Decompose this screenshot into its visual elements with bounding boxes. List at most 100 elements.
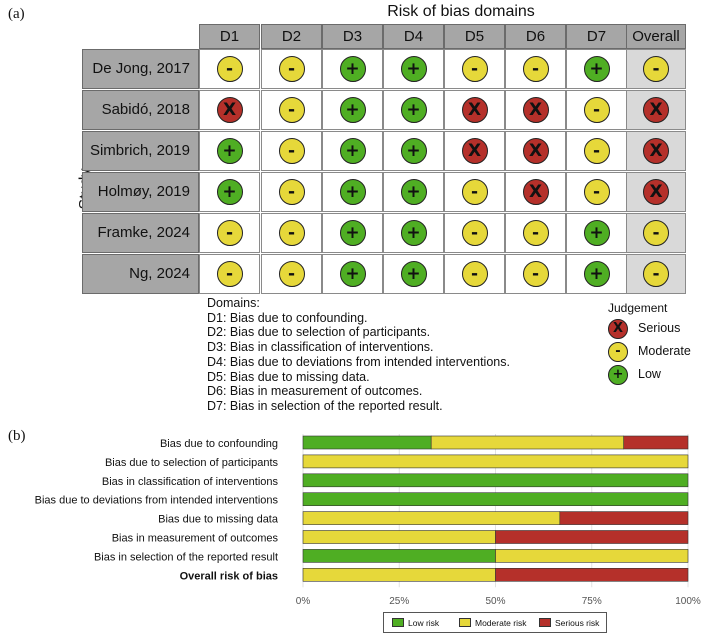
bar-segment-serious-risk [623,435,689,450]
judgement-cell: + [566,213,627,253]
moderate-icon: - [583,97,610,123]
domain-item: D7: Bias in selection of the reported re… [207,398,443,413]
moderate-risk-swatch [459,618,471,627]
low-icon: + [339,97,366,123]
judgement-cell: - [444,172,505,212]
judgement-cell: - [444,254,505,294]
bar-chart-legend: Low risk Moderate risk Serious risk [383,612,607,633]
column-header-d2: D2 [261,24,322,49]
panel-b-label: (b) [8,428,26,444]
low-icon: + [339,261,366,287]
x-tick-label: 75% [582,596,602,607]
bar-segment-moderate-risk [302,511,561,525]
legend-label-low: Low risk [408,618,440,628]
judgement-cell: - [261,90,322,130]
judgement-cell: + [322,90,383,130]
judgement-cell: + [322,254,383,294]
column-header-d6: D6 [505,24,566,49]
judgement-cell: X [444,131,505,171]
judgement-cell: + [383,49,444,89]
moderate-icon: - [461,220,488,246]
domain-item: D4: Bias due to deviations from intended… [207,354,510,369]
judgement-cell: - [444,213,505,253]
study-label: Simbrich, 2019 [82,131,199,171]
judgement-cell: + [322,49,383,89]
serious-icon: X [522,138,549,164]
judgement-cell: + [383,254,444,294]
low-icon: + [583,56,610,82]
serious-icon: X [461,97,488,123]
column-header-overall: Overall [626,24,686,49]
column-header-d5: D5 [444,24,505,49]
category-label: Bias due to deviations from intended int… [35,495,279,507]
judgement-cell: X [626,131,686,171]
bar-segment-moderate-risk [302,454,689,469]
category-label: Bias in selection of the reported result [94,551,278,563]
column-header-d7: D7 [566,24,627,49]
serious-icon: X [643,97,669,123]
serious-icon: X [216,97,243,123]
judgement-title: Judgement [608,301,668,315]
column-header-d3: D3 [322,24,383,49]
study-label: De Jong, 2017 [82,49,199,89]
domain-item: D3: Bias in classification of interventi… [207,340,434,355]
low-risk-swatch [392,618,404,627]
moderate-icon: - [522,56,549,82]
serious-risk-swatch [539,618,551,627]
study-label: Ng, 2024 [82,254,199,294]
judgement-cell: + [322,213,383,253]
x-tick-label: 0% [296,596,311,607]
low-icon: + [583,261,610,287]
judgement-cell: - [261,131,322,171]
low-icon: + [216,138,243,164]
serious-icon: X [643,138,669,164]
low-icon: + [400,261,427,287]
moderate-icon: - [278,261,305,287]
judgement-cell: - [505,254,566,294]
judgement-cell: + [322,131,383,171]
judgement-cell: + [383,131,444,171]
judgement-cell: - [261,254,322,294]
moderate-icon: - [278,97,305,123]
judgement-cell: - [566,172,627,212]
category-label: Bias in classification of interventions [102,476,279,488]
low-icon: + [400,220,427,246]
judgement-cell: - [626,254,686,294]
judgement-cell: X [626,172,686,212]
legend-label-moderate: Moderate risk [475,618,527,628]
bar-segment-low-risk [302,549,496,563]
judgement-cell: - [626,49,686,89]
moderate-icon: - [461,179,488,205]
judgement-label: Moderate [638,344,691,358]
column-header-d4: D4 [383,24,444,49]
category-label: Bias due to selection of participants [105,457,279,469]
judgement-cell: X [505,131,566,171]
moderate-icon: - [583,179,610,205]
judgement-cell: - [444,49,505,89]
moderate-icon: - [643,220,669,246]
low-icon: + [583,220,610,246]
study-label: Sabidó, 2018 [82,90,199,130]
judgement-cell: - [199,213,260,253]
domain-item: D1: Bias due to confounding. [207,310,368,325]
judgement-cell: + [199,172,260,212]
category-label: Bias due to missing data [158,514,279,526]
legend-label-serious: Serious risk [555,618,600,628]
bar-segment-moderate-risk [495,549,689,563]
moderate-icon: - [278,56,305,82]
bar-segment-low-risk [302,435,432,450]
serious-icon: X [608,319,628,339]
judgement-cell: + [383,172,444,212]
bar-segment-moderate-risk [430,435,625,450]
serious-icon: X [522,97,549,123]
judgement-cell: + [383,213,444,253]
domain-item: D2: Bias due to selection of participant… [207,325,431,340]
moderate-icon: - [522,220,549,246]
judgement-cell: X [626,90,686,130]
moderate-icon: - [278,138,305,164]
judgement-cell: + [566,254,627,294]
moderate-icon: - [278,179,305,205]
judgement-cell: - [261,49,322,89]
judgement-cell: - [261,213,322,253]
low-icon: + [400,138,427,164]
